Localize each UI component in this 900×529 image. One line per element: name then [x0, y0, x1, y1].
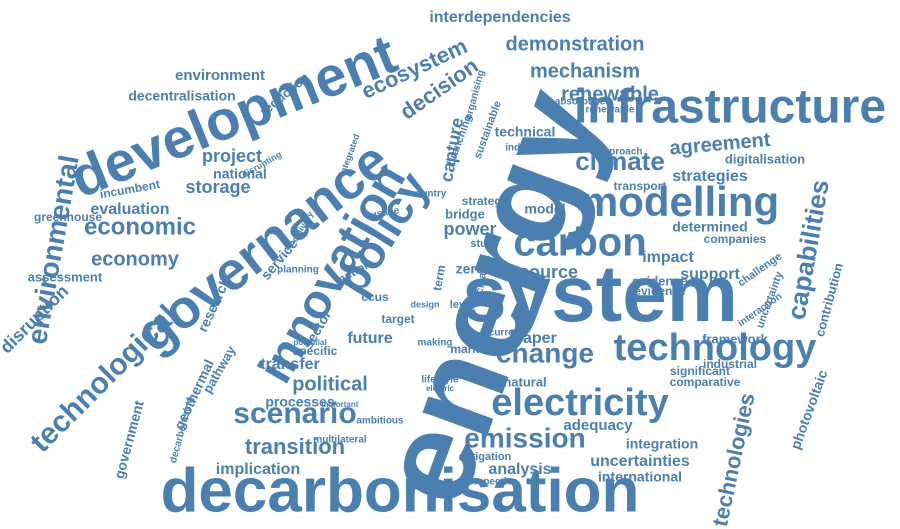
word-market: market	[450, 342, 489, 356]
word-climate: climate	[575, 146, 665, 176]
word-grid: grid	[479, 254, 496, 264]
word-political: political	[292, 373, 368, 395]
word-term: term	[430, 264, 448, 292]
word-level: level	[450, 299, 474, 311]
word-technologies: technologies	[707, 391, 760, 529]
word-demonstration: demonstration	[506, 33, 645, 55]
word-ambitious: ambitious	[356, 416, 404, 427]
word-decentralisation: decentralisation	[128, 88, 235, 104]
word-storage: storage	[185, 177, 250, 197]
word-design: design	[410, 299, 439, 309]
word-evidence: evidence	[634, 284, 686, 298]
word-making: making	[417, 338, 452, 349]
word-electricity: electricity	[491, 382, 668, 424]
word-economy: economy	[91, 248, 180, 270]
word-digitalisation: digitalisation	[725, 151, 805, 166]
word-system: system	[462, 249, 738, 338]
word-lifestyle: lifestyle	[421, 375, 459, 386]
word-project: project	[202, 146, 262, 166]
word-future: future	[347, 330, 392, 347]
word-zero: zero	[456, 261, 485, 277]
word-specific: specific	[293, 344, 338, 358]
word-ccus: ccus	[361, 290, 389, 304]
word-national: national	[213, 166, 267, 182]
word-integration: integration	[626, 436, 698, 452]
word-planning: planning	[277, 265, 319, 276]
word-layer: energysystemdecarbonisationdevelopmentgo…	[0, 9, 886, 528]
word-power: power	[443, 219, 496, 239]
word-paper: paper	[513, 330, 557, 347]
word-decarbonising: decarbonising	[168, 396, 196, 465]
word-natural: natural	[503, 374, 546, 389]
word-renewable: renewable	[561, 83, 659, 105]
word-strategies: strategies	[672, 168, 748, 185]
word-industrial: industrial	[703, 357, 757, 371]
word-international: international	[598, 469, 682, 485]
word-important: important	[322, 400, 359, 409]
word-study: study	[470, 238, 500, 250]
word-carbon: carbon	[513, 221, 646, 265]
word-perspective: perspective	[462, 477, 518, 488]
word-current: current	[489, 328, 524, 339]
word-change: change	[496, 337, 594, 368]
word-processes: processes	[265, 394, 334, 410]
word-adequacy: adequacy	[563, 417, 633, 434]
word-government: government	[111, 399, 147, 481]
word-greenhouse: greenhouse	[34, 210, 102, 224]
word-assessment: assessment	[28, 269, 103, 284]
word-transfer: transfer	[260, 356, 320, 373]
word-usage: usage	[370, 205, 401, 221]
word-evidence: evidence	[632, 273, 688, 288]
word-target: target	[381, 312, 414, 326]
word-support: support	[680, 266, 740, 283]
word-interdependencies: interdependencies	[429, 9, 570, 26]
word-industry: industry	[505, 143, 545, 154]
word-bridge: bridge	[445, 206, 485, 221]
word-resource: resource	[502, 262, 578, 282]
word-environment: environment	[175, 67, 265, 84]
word-model: model	[524, 201, 565, 217]
word-transport: transport	[614, 179, 667, 193]
word-absorptive: absorptive	[555, 97, 606, 108]
word-decarbonisation: decarbonisation	[161, 456, 640, 525]
word-electric: electric	[426, 384, 455, 393]
word-mechanism: mechanism	[530, 60, 640, 82]
word-comparative: comparative	[670, 375, 741, 389]
word-photovoltaic: photovoltaic	[787, 368, 831, 452]
word-significant: significant	[670, 364, 730, 378]
word-country: country	[410, 189, 447, 200]
word-modelling: modelling	[581, 178, 779, 225]
word-strategy: strategy	[462, 194, 509, 208]
word-multilateral: multilateral	[313, 435, 367, 446]
word-analysis: analysis	[488, 461, 551, 478]
word-determined: determined	[672, 219, 747, 235]
word-evaluation: evaluation	[90, 201, 169, 218]
word-infrastructure: infrastructure	[574, 81, 886, 134]
word-approach: approach	[597, 147, 642, 158]
word-clean: clean	[474, 265, 491, 295]
word-scenario: scenario	[233, 397, 356, 430]
word-emission: emission	[464, 422, 585, 453]
word-renewable: renewable	[586, 105, 635, 116]
word-transition: transition	[245, 434, 345, 459]
word-economic: economic	[84, 213, 196, 240]
word-technical: technical	[495, 124, 556, 140]
word-impact: impact	[642, 249, 694, 266]
word-framework: framework	[702, 331, 769, 346]
word-implication: implication	[216, 461, 300, 478]
word-companies: companies	[704, 232, 767, 246]
word-technology: technology	[614, 327, 817, 369]
word-mitigation: mitigation	[459, 451, 512, 463]
word-uncertainties: uncertainties	[590, 453, 690, 470]
word-potential: potential	[293, 338, 326, 347]
